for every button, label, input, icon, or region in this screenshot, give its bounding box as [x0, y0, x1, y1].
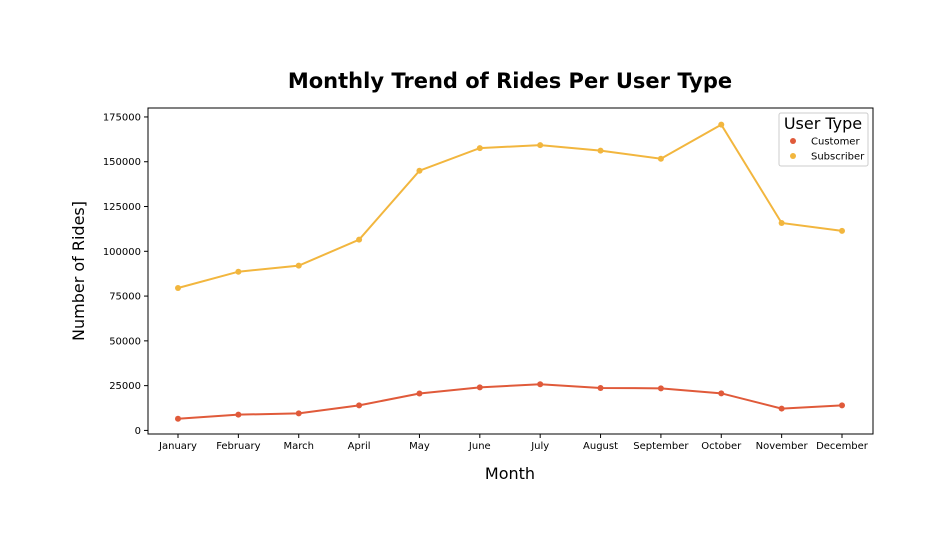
- x-tick-label: August: [583, 441, 618, 452]
- data-point-customer: [235, 411, 242, 418]
- x-tick-label: April: [348, 441, 371, 452]
- data-point-subscriber: [597, 147, 604, 154]
- x-tick-label: November: [756, 441, 809, 452]
- y-tick-label: 100000: [103, 247, 141, 258]
- series-line-customer: [177, 383, 843, 420]
- data-point-customer: [839, 402, 845, 409]
- data-point-customer: [537, 381, 544, 388]
- x-tick-label: June: [468, 441, 491, 452]
- data-point-subscriber: [295, 262, 302, 269]
- data-point-customer: [356, 402, 363, 409]
- legend-marker-customer: [790, 138, 796, 144]
- legend-marker-subscriber: [790, 153, 796, 159]
- y-tick-label: 75000: [109, 292, 141, 303]
- x-tick-label: May: [409, 441, 430, 452]
- x-tick-label: December: [816, 441, 869, 452]
- data-point-customer: [718, 390, 725, 397]
- data-point-subscriber: [175, 285, 181, 292]
- x-tick-label: March: [283, 441, 313, 452]
- data-point-customer: [175, 415, 181, 422]
- legend-box: [778, 112, 869, 167]
- x-tick-label: January: [158, 441, 197, 452]
- x-axis-label: Month: [485, 464, 535, 483]
- legend: User Type Customer Subscriber: [778, 112, 869, 167]
- data-point-subscriber: [537, 142, 544, 149]
- x-axis: January February March April May June July Augu…: [158, 434, 869, 452]
- data-point-customer: [476, 384, 483, 391]
- data-point-subscriber: [718, 121, 725, 128]
- legend-label-subscriber: Subscriber: [811, 152, 865, 163]
- series-layer: [175, 121, 845, 422]
- data-point-subscriber: [839, 227, 845, 234]
- y-axis-label: Number of Rides]: [69, 201, 88, 341]
- data-point-subscriber: [416, 167, 423, 174]
- x-tick-label: October: [701, 441, 742, 452]
- plot-frame: [147, 107, 874, 435]
- y-tick-label: 125000: [103, 202, 141, 213]
- data-point-customer: [657, 385, 664, 392]
- data-point-subscriber: [778, 219, 785, 226]
- data-point-subscriber: [356, 236, 363, 243]
- series-line-subscriber: [177, 123, 843, 289]
- chart-title: Monthly Trend of Rides Per User Type: [288, 69, 732, 93]
- y-tick-label: 50000: [109, 336, 141, 347]
- y-tick-label: 0: [135, 426, 141, 437]
- y-tick-label: 175000: [103, 112, 141, 123]
- y-tick-label: 25000: [109, 381, 141, 392]
- y-tick-label: 150000: [103, 157, 141, 168]
- x-tick-label: July: [530, 441, 549, 452]
- legend-items: Customer Subscriber: [790, 137, 865, 163]
- x-tick-label: September: [633, 441, 689, 452]
- legend-label-customer: Customer: [811, 137, 860, 148]
- data-point-customer: [416, 390, 423, 397]
- data-point-subscriber: [235, 268, 242, 275]
- data-point-customer: [778, 405, 785, 412]
- data-point-subscriber: [476, 145, 483, 152]
- x-tick-label: February: [216, 441, 260, 452]
- data-point-customer: [597, 384, 604, 391]
- data-point-subscriber: [657, 155, 664, 162]
- data-point-customer: [295, 410, 302, 417]
- legend-title: User Type: [784, 114, 862, 133]
- y-axis: 0 25000 50000 75000 100000 125000 150000 175000: [103, 112, 148, 437]
